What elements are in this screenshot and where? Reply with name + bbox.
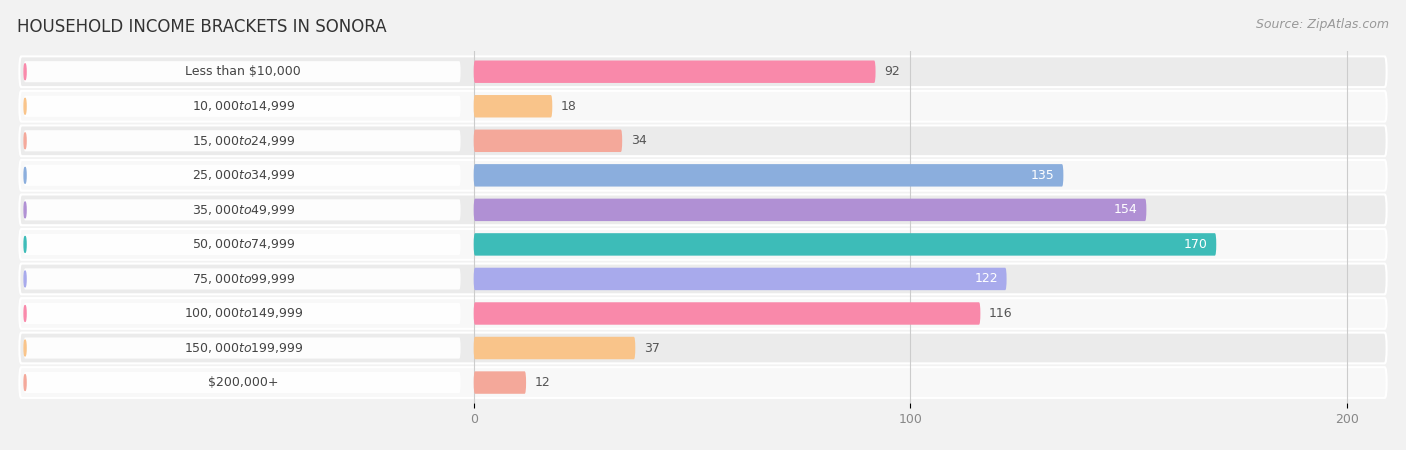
Text: 92: 92 xyxy=(884,65,900,78)
Text: $10,000 to $14,999: $10,000 to $14,999 xyxy=(191,99,295,113)
FancyBboxPatch shape xyxy=(20,333,1386,364)
FancyBboxPatch shape xyxy=(474,337,636,359)
Text: 116: 116 xyxy=(988,307,1012,320)
FancyBboxPatch shape xyxy=(474,371,526,394)
Circle shape xyxy=(24,237,27,252)
FancyBboxPatch shape xyxy=(24,130,461,151)
FancyBboxPatch shape xyxy=(474,164,1063,187)
FancyBboxPatch shape xyxy=(474,302,980,325)
FancyBboxPatch shape xyxy=(20,298,1386,329)
FancyBboxPatch shape xyxy=(24,234,461,255)
Text: 34: 34 xyxy=(631,134,647,147)
Text: Source: ZipAtlas.com: Source: ZipAtlas.com xyxy=(1256,18,1389,31)
FancyBboxPatch shape xyxy=(20,160,1386,191)
FancyBboxPatch shape xyxy=(474,268,1007,290)
FancyBboxPatch shape xyxy=(20,56,1386,87)
Text: $15,000 to $24,999: $15,000 to $24,999 xyxy=(191,134,295,148)
FancyBboxPatch shape xyxy=(24,372,461,393)
Circle shape xyxy=(24,167,27,183)
FancyBboxPatch shape xyxy=(20,126,1386,156)
Circle shape xyxy=(24,271,27,287)
Text: 12: 12 xyxy=(534,376,551,389)
FancyBboxPatch shape xyxy=(20,91,1386,122)
Text: 154: 154 xyxy=(1114,203,1137,216)
Circle shape xyxy=(24,375,27,391)
Text: $35,000 to $49,999: $35,000 to $49,999 xyxy=(191,203,295,217)
FancyBboxPatch shape xyxy=(20,264,1386,294)
Text: $200,000+: $200,000+ xyxy=(208,376,278,389)
Text: $75,000 to $99,999: $75,000 to $99,999 xyxy=(191,272,295,286)
Text: Less than $10,000: Less than $10,000 xyxy=(186,65,301,78)
Text: $25,000 to $34,999: $25,000 to $34,999 xyxy=(191,168,295,182)
Text: 122: 122 xyxy=(974,272,998,285)
FancyBboxPatch shape xyxy=(24,165,461,186)
FancyBboxPatch shape xyxy=(24,61,461,82)
FancyBboxPatch shape xyxy=(24,268,461,289)
Circle shape xyxy=(24,64,27,80)
FancyBboxPatch shape xyxy=(474,130,623,152)
Circle shape xyxy=(24,306,27,321)
Text: 170: 170 xyxy=(1184,238,1208,251)
Circle shape xyxy=(24,340,27,356)
Text: $150,000 to $199,999: $150,000 to $199,999 xyxy=(184,341,304,355)
FancyBboxPatch shape xyxy=(474,60,876,83)
FancyBboxPatch shape xyxy=(24,338,461,359)
FancyBboxPatch shape xyxy=(474,198,1146,221)
Text: 135: 135 xyxy=(1031,169,1054,182)
FancyBboxPatch shape xyxy=(24,96,461,117)
Text: 37: 37 xyxy=(644,342,659,355)
FancyBboxPatch shape xyxy=(20,229,1386,260)
FancyBboxPatch shape xyxy=(20,367,1386,398)
Circle shape xyxy=(24,99,27,114)
Text: $100,000 to $149,999: $100,000 to $149,999 xyxy=(184,306,304,320)
Circle shape xyxy=(24,202,27,218)
Circle shape xyxy=(24,133,27,148)
Text: $50,000 to $74,999: $50,000 to $74,999 xyxy=(191,238,295,252)
Text: HOUSEHOLD INCOME BRACKETS IN SONORA: HOUSEHOLD INCOME BRACKETS IN SONORA xyxy=(17,18,387,36)
FancyBboxPatch shape xyxy=(24,303,461,324)
FancyBboxPatch shape xyxy=(474,233,1216,256)
Text: 18: 18 xyxy=(561,100,576,113)
FancyBboxPatch shape xyxy=(474,95,553,117)
FancyBboxPatch shape xyxy=(20,194,1386,225)
FancyBboxPatch shape xyxy=(24,199,461,220)
